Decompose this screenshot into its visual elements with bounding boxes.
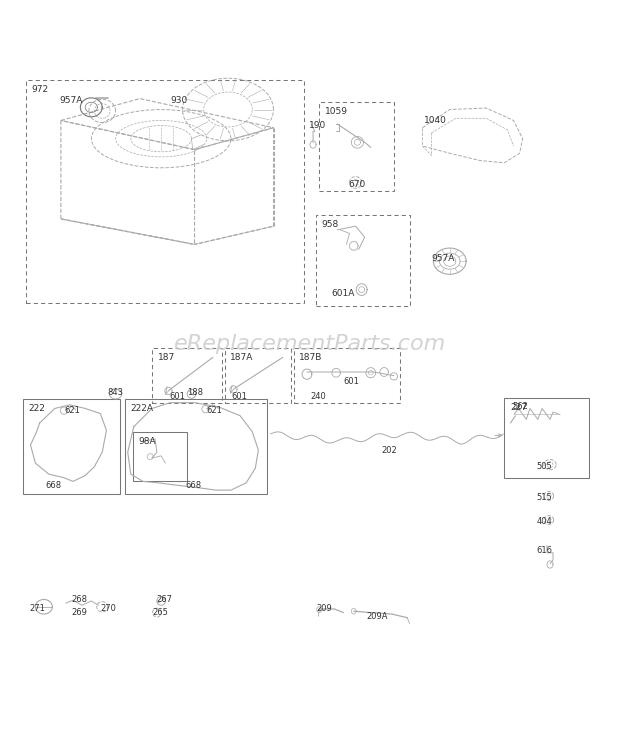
- Text: 1040: 1040: [424, 116, 447, 125]
- Text: 268: 268: [71, 595, 87, 604]
- Text: 843: 843: [108, 388, 123, 397]
- Text: 1059: 1059: [325, 107, 348, 116]
- Text: 957A: 957A: [60, 96, 83, 105]
- Bar: [25, 80, 304, 303]
- Text: 616: 616: [537, 546, 552, 555]
- Text: 187: 187: [157, 353, 175, 362]
- Text: 957A: 957A: [432, 254, 455, 263]
- Text: 930: 930: [170, 96, 187, 105]
- Text: 209: 209: [316, 604, 332, 614]
- Bar: [23, 399, 120, 495]
- Text: 972: 972: [31, 86, 48, 94]
- Text: 404: 404: [537, 517, 552, 526]
- Text: 621: 621: [206, 406, 223, 415]
- Bar: [125, 399, 267, 495]
- Text: 601: 601: [169, 391, 185, 400]
- Text: 227: 227: [510, 403, 527, 411]
- Text: 601A: 601A: [332, 289, 355, 298]
- Bar: [505, 397, 590, 478]
- Text: 209A: 209A: [366, 612, 388, 620]
- Text: 601: 601: [343, 377, 360, 386]
- Text: 958: 958: [322, 220, 339, 229]
- Text: 621: 621: [64, 406, 80, 415]
- Text: 222: 222: [29, 404, 45, 413]
- Text: 601: 601: [231, 391, 247, 400]
- Bar: [316, 215, 410, 307]
- Text: 668: 668: [185, 481, 202, 490]
- Text: 240: 240: [310, 391, 326, 400]
- Text: 562: 562: [512, 403, 528, 411]
- Text: 269: 269: [71, 608, 87, 617]
- Text: eReplacementParts.com: eReplacementParts.com: [174, 334, 446, 354]
- Text: 188: 188: [187, 388, 203, 397]
- Text: 265: 265: [152, 608, 168, 617]
- Text: 670: 670: [348, 180, 366, 189]
- Text: 270: 270: [100, 604, 117, 614]
- Text: 222A: 222A: [130, 404, 153, 413]
- Text: 267: 267: [157, 595, 173, 604]
- Text: 668: 668: [46, 481, 62, 490]
- Text: 271: 271: [29, 604, 45, 614]
- Text: 187B: 187B: [299, 353, 322, 362]
- Text: 187A: 187A: [231, 353, 254, 362]
- Bar: [294, 348, 400, 403]
- Bar: [319, 102, 394, 191]
- Bar: [225, 348, 291, 403]
- Text: 505: 505: [537, 462, 552, 471]
- Text: 515: 515: [537, 493, 552, 502]
- Text: 190: 190: [309, 121, 326, 130]
- Bar: [133, 432, 187, 481]
- Text: 98A: 98A: [138, 437, 156, 446]
- Bar: [152, 348, 222, 403]
- Text: 202: 202: [382, 446, 397, 455]
